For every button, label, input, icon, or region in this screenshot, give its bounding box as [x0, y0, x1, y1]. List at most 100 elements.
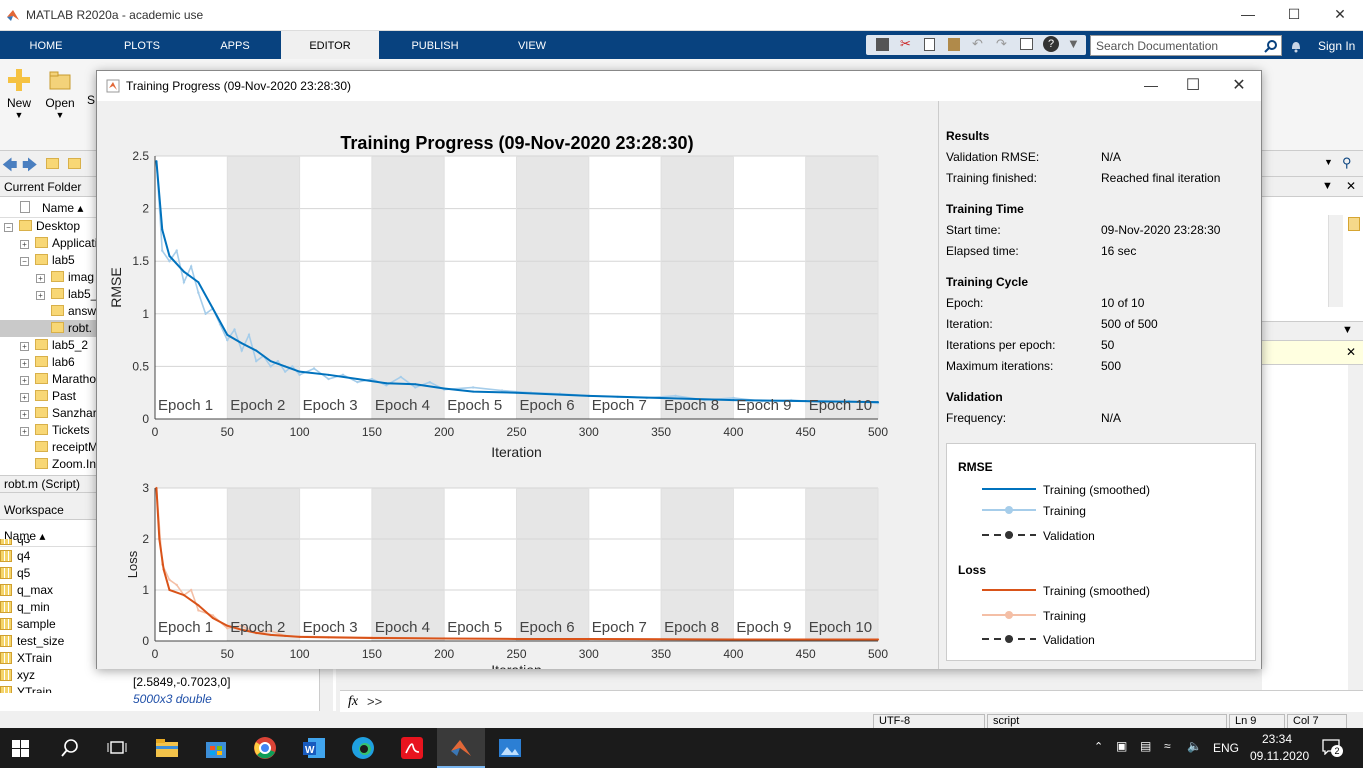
windows-start-icon[interactable] [12, 740, 29, 757]
expand-toggle-icon[interactable]: − [4, 223, 13, 232]
acrobat-icon[interactable] [400, 736, 424, 760]
folder-item[interactable]: + Applicati [0, 235, 96, 252]
expand-toggle-icon[interactable]: + [20, 342, 29, 351]
folder-item[interactable]: + lab6 [0, 354, 96, 371]
folder-item[interactable]: + Tickets [0, 422, 96, 439]
meet-now-icon[interactable]: ▤ [1140, 739, 1152, 753]
tab-view[interactable]: VIEW [517, 40, 547, 52]
tab-home[interactable]: HOME [29, 40, 63, 52]
folder-item[interactable]: + imag [0, 269, 96, 286]
search-icon[interactable]: ⚲ [1342, 155, 1352, 170]
bell-icon[interactable] [1290, 39, 1302, 53]
workspace-variable[interactable]: XTrain [0, 650, 96, 667]
command-scrollbar[interactable] [1348, 365, 1363, 711]
network-device-icon[interactable]: ▣ [1116, 739, 1128, 753]
browse-folder-icon[interactable] [68, 158, 81, 169]
chevron-down-icon[interactable]: ▼ [1067, 36, 1080, 51]
up-folder-icon[interactable] [46, 158, 59, 169]
expand-toggle-icon[interactable]: + [36, 291, 45, 300]
chevron-down-icon[interactable]: ▼ [1324, 157, 1333, 167]
workspace-variable[interactable]: q_min [0, 599, 96, 616]
clock-time[interactable]: 23:34 [1262, 732, 1293, 746]
language-indicator[interactable]: ENG [1213, 741, 1240, 755]
folder-item[interactable]: − lab5 [0, 252, 96, 269]
tab-editor[interactable]: EDITOR [281, 31, 379, 59]
photos-icon[interactable] [498, 736, 522, 760]
chrome-icon[interactable] [253, 736, 277, 760]
matlab-taskbar-button[interactable] [437, 728, 485, 768]
expand-toggle-icon[interactable]: − [20, 257, 29, 266]
close-icon[interactable]: ✕ [1346, 345, 1357, 359]
help-icon[interactable]: ? [1043, 36, 1059, 52]
forward-arrow-icon[interactable]: 🡆 [22, 157, 38, 174]
expand-toggle-icon[interactable]: + [20, 410, 29, 419]
wifi-icon[interactable]: ≈ [1164, 739, 1171, 753]
close-icon[interactable]: ✕ [1334, 6, 1346, 22]
tab-publish[interactable]: PUBLISH [411, 40, 459, 52]
paste-icon[interactable] [948, 38, 960, 51]
workspace-variable[interactable]: sample [0, 616, 96, 633]
workspace-variable[interactable]: q4 [0, 548, 96, 565]
sign-in-link[interactable]: Sign In [1318, 39, 1356, 53]
notification-center-button[interactable]: 2 [1322, 739, 1343, 757]
open-button[interactable]: Open ▼ [44, 67, 76, 120]
editor-scrollbar[interactable] [1328, 215, 1343, 307]
folder-item[interactable]: − Desktop [0, 218, 96, 235]
close-icon[interactable]: ✕ [1232, 77, 1246, 94]
edge-icon[interactable] [351, 736, 375, 760]
folder-item[interactable]: + lab5_ [0, 286, 96, 303]
folder-item[interactable]: robt. [0, 320, 96, 337]
minimize-icon[interactable]: — [1241, 6, 1255, 22]
folder-item[interactable]: + lab5_2 [0, 337, 96, 354]
tab-plots[interactable]: PLOTS [123, 40, 161, 52]
maximize-icon[interactable]: ☐ [1185, 77, 1201, 94]
panel-menu-icon[interactable]: ▼ [1342, 324, 1353, 336]
name-column-header[interactable]: Name ▴ [42, 201, 84, 215]
expand-toggle-icon[interactable]: + [20, 393, 29, 402]
folder-item[interactable]: answ [0, 303, 96, 320]
switch-windows-icon[interactable] [1020, 38, 1033, 50]
new-button[interactable]: New ▼ [4, 67, 34, 120]
folder-item[interactable]: + Marathon [0, 371, 96, 388]
fx-icon[interactable]: fx [348, 694, 359, 709]
folder-item[interactable]: Zoom.In [0, 456, 96, 473]
redo-icon[interactable]: ↷ [996, 36, 1007, 51]
search-icon[interactable] [1264, 39, 1278, 53]
volume-icon[interactable]: 🔈 [1187, 739, 1202, 753]
undo-icon[interactable]: ↶ [972, 36, 983, 51]
save-icon[interactable] [876, 38, 889, 51]
file-explorer-icon[interactable] [155, 736, 179, 760]
workspace-variable[interactable]: YTrain [0, 684, 96, 693]
copy-icon[interactable] [924, 38, 935, 51]
workspace-variable[interactable]: q5 [0, 565, 96, 582]
minimize-icon[interactable]: — [1144, 77, 1158, 93]
panel-menu-icon[interactable]: ▼ [1322, 180, 1333, 192]
maximize-icon[interactable]: ☐ [1287, 6, 1301, 22]
command-window[interactable]: fx >> [340, 690, 1363, 712]
task-view-icon[interactable] [107, 739, 127, 757]
expand-toggle-icon[interactable]: + [36, 274, 45, 283]
workspace-variable[interactable]: test_size [0, 633, 96, 650]
folder-item[interactable]: + Past [0, 388, 96, 405]
save-button[interactable]: S [86, 67, 96, 107]
clock-date[interactable]: 09.11.2020 [1250, 749, 1310, 763]
search-documentation-input[interactable]: Search Documentation [1090, 35, 1282, 56]
workspace-scrollbar[interactable] [319, 669, 333, 711]
tray-chevron-icon[interactable]: ⌃ [1094, 741, 1104, 753]
store-icon[interactable] [204, 736, 228, 760]
folder-item[interactable]: + Sanzhar [0, 405, 96, 422]
tab-apps[interactable]: APPS [220, 40, 250, 52]
taskbar-search-icon[interactable] [60, 738, 80, 758]
expand-toggle-icon[interactable]: + [20, 240, 29, 249]
back-arrow-icon[interactable]: 🡄 [2, 157, 18, 174]
workspace-variable[interactable]: q3 [0, 539, 96, 548]
workspace-variable[interactable]: xyz [0, 667, 96, 684]
workspace-variable[interactable]: q_max [0, 582, 96, 599]
word-icon[interactable]: W [302, 736, 326, 760]
cut-icon[interactable]: ✂ [900, 36, 911, 51]
folder-item[interactable]: receiptM [0, 439, 96, 456]
expand-toggle-icon[interactable]: + [20, 376, 29, 385]
expand-toggle-icon[interactable]: + [20, 427, 29, 436]
workspace-name-header[interactable]: Name ▴ [0, 520, 96, 547]
close-icon[interactable]: ✕ [1346, 179, 1357, 193]
